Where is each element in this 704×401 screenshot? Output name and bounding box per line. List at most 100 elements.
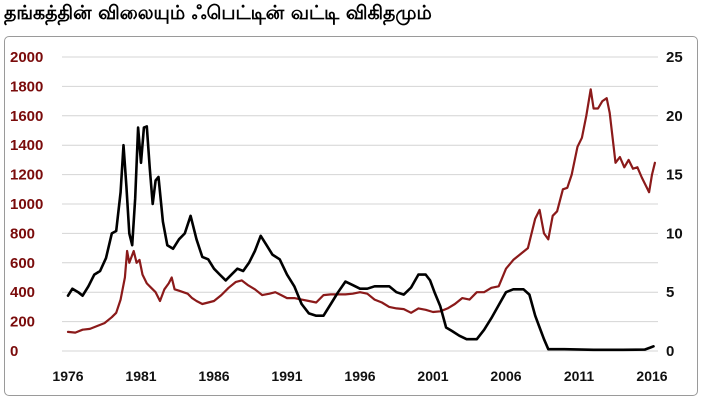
fed-rate-point (522, 288, 525, 290)
fed-rate-point (476, 338, 478, 340)
x-axis-tick-label: 2016 (636, 368, 667, 384)
gold-price-point (520, 253, 522, 255)
right-axis-tick-label: 10 (666, 225, 683, 242)
gold-price-point (228, 287, 230, 289)
gold-price-point (483, 291, 485, 293)
gold-price-point (612, 137, 614, 139)
gold-price-point (512, 259, 514, 261)
gold-price-point (628, 159, 630, 161)
left-axis-tick-label: 1000 (10, 196, 43, 213)
fed-rate-point (352, 284, 354, 286)
fed-rate-point (534, 315, 536, 317)
gold-price-point (388, 306, 390, 308)
gold-price-point (126, 250, 128, 252)
gold-price-point (623, 166, 625, 168)
gold-price-point (82, 329, 84, 331)
fed-rate-point (71, 288, 73, 290)
gold-price-point (141, 274, 144, 276)
fed-rate-point (122, 144, 125, 146)
fed-rate-point (403, 294, 405, 296)
gold-price-point (606, 97, 608, 99)
fed-rate-point (172, 248, 174, 250)
fed-rate-point (301, 303, 303, 305)
gold-price-point (352, 293, 354, 295)
fed-rate-point (322, 315, 325, 317)
left-axis-tick-label: 1200 (10, 167, 43, 184)
x-axis-tick-label: 2011 (564, 368, 595, 384)
fed-rate-point (505, 291, 507, 293)
gold-price-point (417, 307, 419, 309)
left-axis-tick-label: 0 (10, 343, 18, 360)
gold-price-point (315, 301, 317, 304)
fed-rate-point (149, 168, 151, 170)
gold-price-point (648, 191, 650, 193)
left-axis-tick-label: 1600 (10, 108, 43, 125)
right-axis-tick-label: 5 (666, 284, 674, 301)
gold-price-point (89, 328, 91, 330)
fed-rate-point (157, 176, 160, 178)
gold-price-point (191, 297, 193, 299)
gold-price-point (274, 291, 276, 293)
right-axis-tick-label: 20 (666, 108, 683, 125)
gold-price-point (136, 262, 138, 264)
fed-rate-point (359, 288, 361, 290)
fed-rate-point (330, 303, 332, 305)
right-axis-tick-label: 0 (666, 343, 674, 360)
fed-rate-point (547, 348, 549, 350)
gold-price-point (654, 162, 656, 164)
fed-rate-point (137, 127, 139, 129)
fed-rate-point (395, 291, 398, 293)
gold-price-point (539, 209, 541, 211)
gold-price-point (220, 294, 222, 296)
fed-rate-point (652, 345, 655, 347)
gold-price-point (268, 293, 271, 295)
left-axis-tick-label: 1400 (10, 137, 43, 154)
fed-rate-point (67, 295, 69, 297)
gold-price-point (490, 287, 492, 289)
x-axis-tick-label: 1986 (198, 368, 229, 384)
gold-price-point (115, 312, 117, 314)
gold-price-point (632, 168, 634, 170)
fed-rate-point (190, 215, 192, 217)
fed-rate-point (225, 279, 227, 281)
gold-price-point (609, 112, 611, 114)
gold-price-point (543, 232, 545, 234)
gold-price-point (155, 291, 157, 293)
fed-rate-point (128, 232, 130, 234)
gold-price-point (96, 325, 98, 327)
gold-price-point (552, 215, 554, 217)
fed-rate-point (242, 270, 244, 272)
gold-price-point (286, 297, 288, 299)
gold-price-point (201, 303, 203, 305)
fed-rate-point (410, 286, 412, 289)
fed-rate-point (93, 274, 95, 276)
fed-rate-point (286, 274, 288, 276)
fed-rate-point (120, 191, 122, 193)
fed-rate-point (539, 326, 541, 329)
fed-rate-point (131, 244, 133, 246)
fed-rate-point (236, 268, 238, 270)
x-axis-tick-label: 1981 (125, 368, 156, 384)
fed-rate-point (207, 258, 209, 260)
gold-price-point (124, 276, 126, 279)
gold-price-point (344, 293, 346, 295)
gold-price-point (330, 293, 332, 295)
fed-rate-point (82, 295, 84, 297)
gold-price-point (381, 301, 383, 304)
gold-price-point (571, 174, 573, 176)
fed-rate-point (111, 232, 113, 234)
gold-price-point (534, 218, 536, 220)
fed-rate-point (490, 317, 492, 319)
fed-rate-point (99, 270, 101, 272)
fed-rate-point (260, 235, 262, 237)
fed-rate-point (266, 244, 268, 246)
gold-price-point (636, 166, 639, 168)
fed-rate-point (184, 232, 186, 234)
gold-price-point (120, 299, 122, 301)
fed-rate-point (563, 348, 566, 350)
right-axis-tick-label: 15 (666, 167, 683, 184)
gold-price-point (505, 268, 507, 270)
x-axis-tick-label: 2001 (417, 368, 448, 384)
gold-price-point (366, 293, 368, 295)
